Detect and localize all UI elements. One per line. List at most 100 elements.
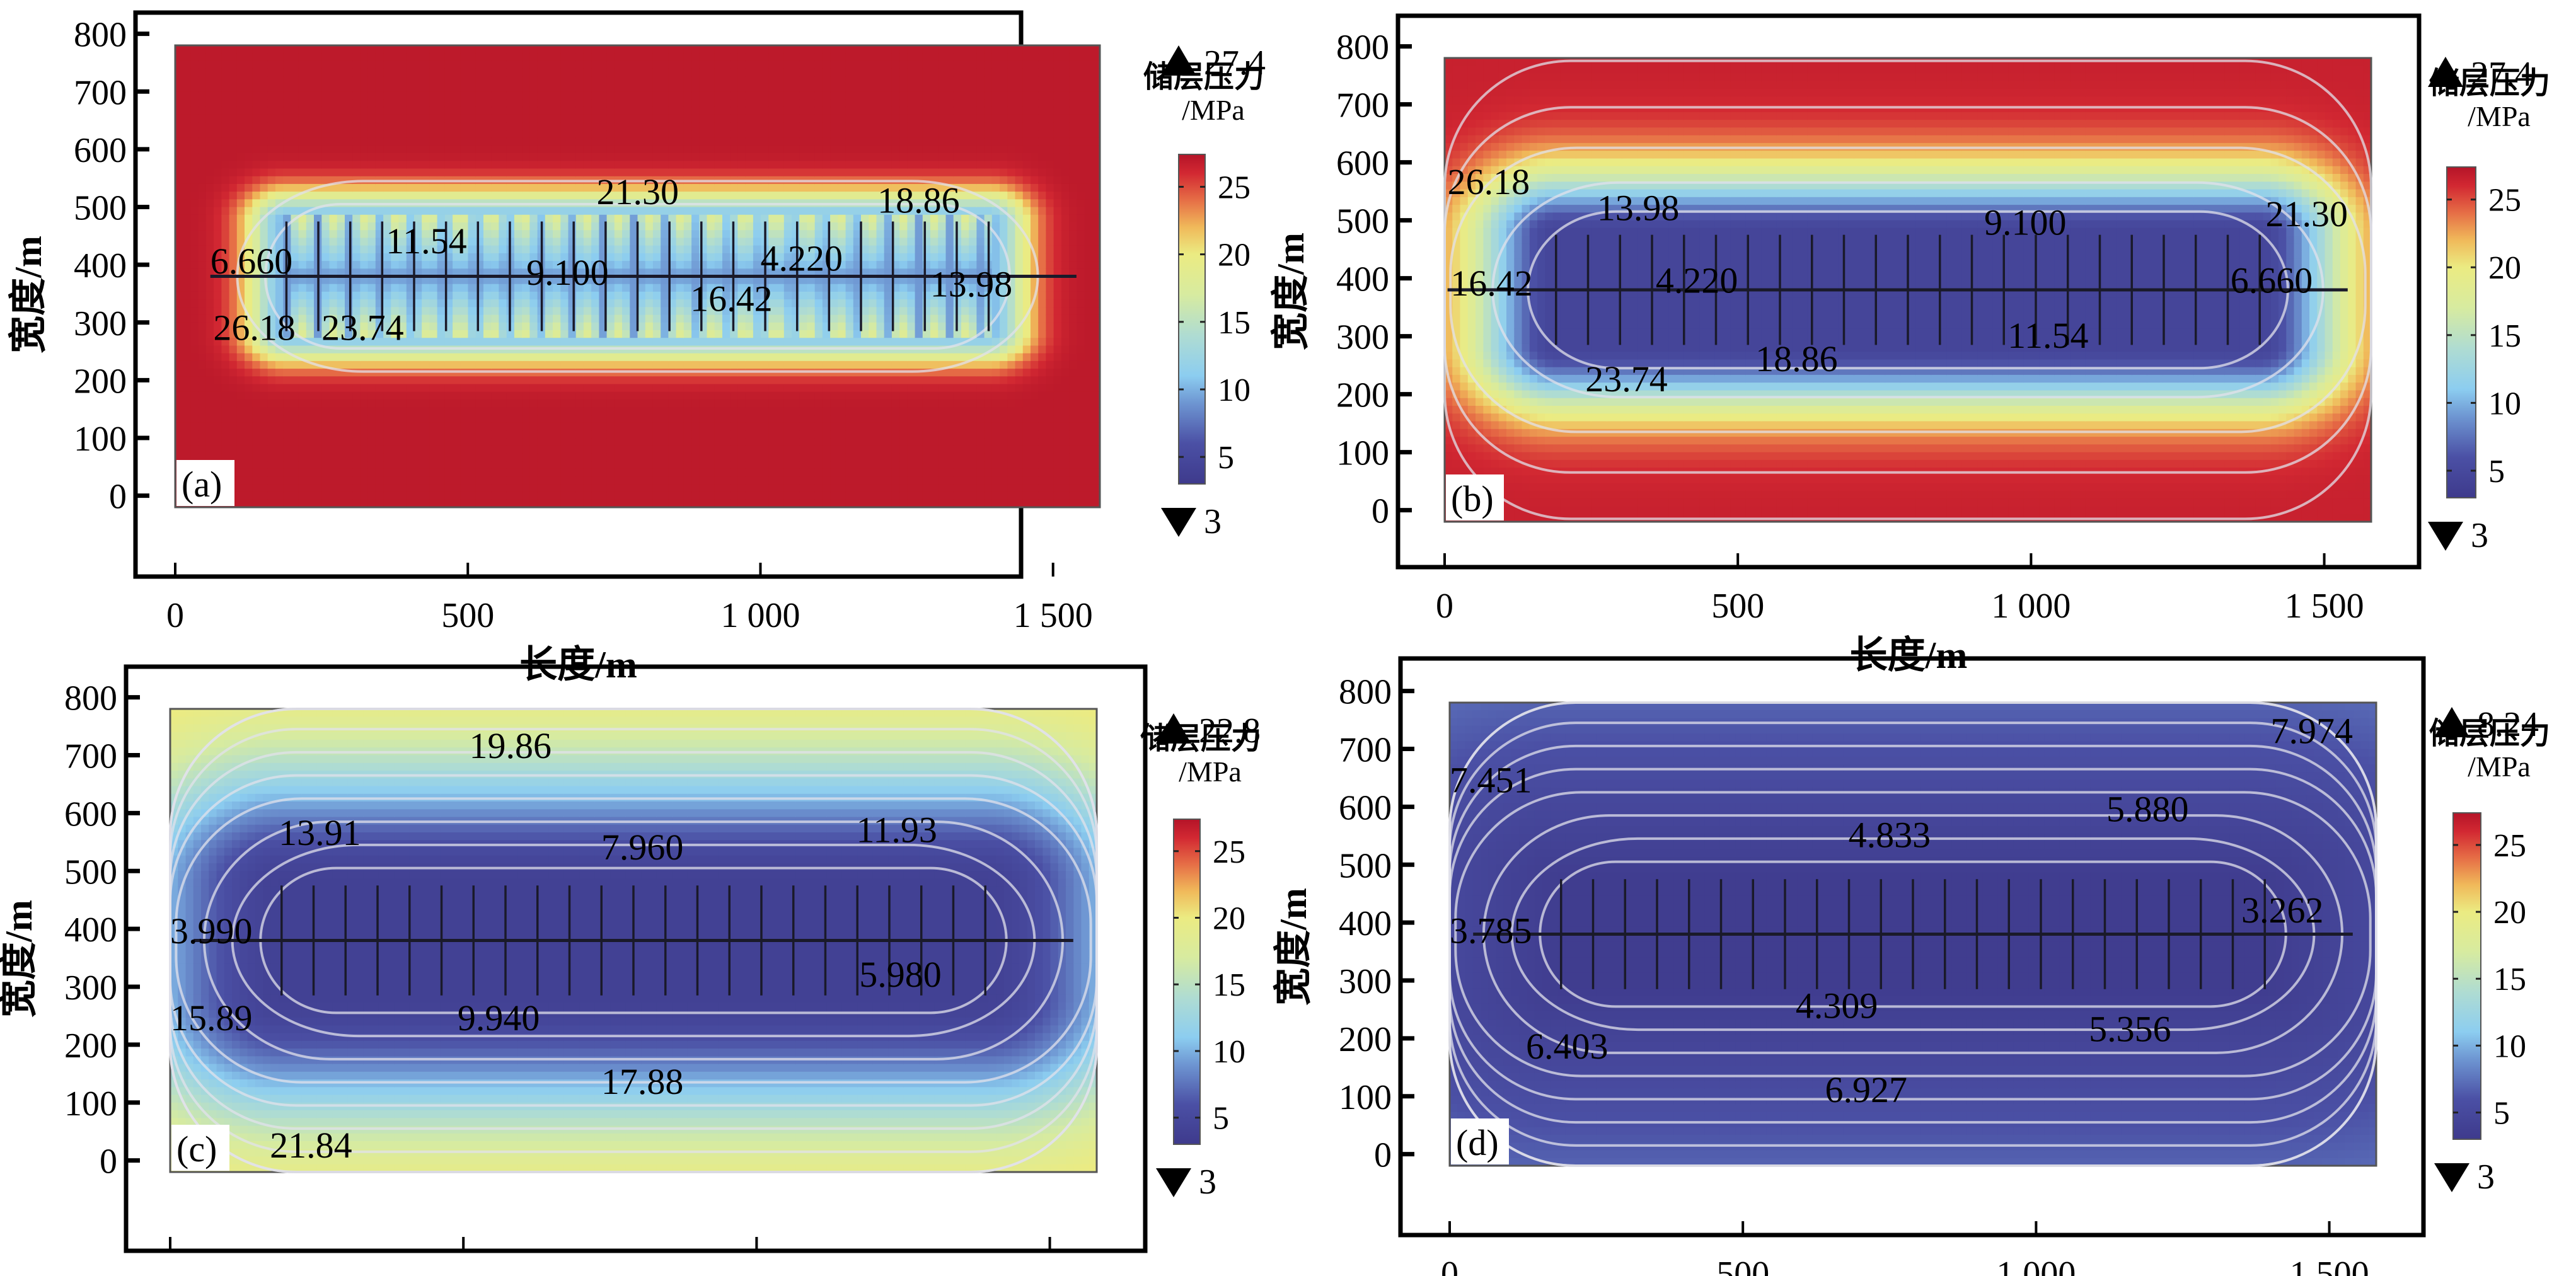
heatmap-cell [799, 315, 807, 323]
heatmap-cell [630, 122, 638, 130]
heatmap-cell [645, 138, 654, 146]
heatmap-cell [407, 45, 415, 54]
heatmap-cell [214, 445, 222, 454]
heatmap-cell [175, 369, 183, 377]
heatmap-cell [676, 492, 684, 500]
heatmap-cell [468, 161, 477, 169]
heatmap-cell [314, 115, 322, 123]
heatmap-cell [283, 361, 291, 369]
heatmap-cell [483, 253, 492, 262]
heatmap-cell [507, 445, 515, 454]
heatmap-cell [283, 369, 291, 377]
heatmap-cell [206, 153, 214, 161]
heatmap-cell [483, 445, 492, 454]
heatmap-cell [553, 91, 561, 100]
heatmap-cell [345, 461, 353, 469]
heatmap-cell [299, 407, 307, 415]
heatmap-cell [391, 423, 399, 431]
heatmap-cell [268, 423, 276, 431]
heatmap-cell [607, 423, 615, 431]
heatmap-cell [214, 407, 222, 415]
heatmap-cell [453, 399, 461, 408]
heatmap-cell [553, 107, 561, 115]
heatmap-cell [591, 423, 599, 431]
heatmap-cell [453, 315, 461, 323]
heatmap-cell [376, 122, 384, 130]
heatmap-cell [476, 76, 484, 84]
heatmap-cell [538, 454, 546, 462]
heatmap-cell [777, 192, 785, 200]
heatmap-cell [330, 430, 338, 439]
heatmap-cell [491, 76, 499, 84]
heatmap-cell [337, 261, 345, 269]
heatmap-cell [383, 430, 391, 439]
heatmap-cell [260, 69, 269, 77]
heatmap-cell [268, 60, 276, 69]
heatmap-cell [414, 323, 422, 331]
heatmap-cell [707, 222, 715, 231]
heatmap-cell [483, 91, 492, 100]
heatmap-cell [499, 230, 507, 238]
heatmap-cell [691, 184, 700, 192]
heatmap-cell [199, 399, 207, 408]
heatmap-cell [214, 430, 222, 439]
heatmap-cell [529, 169, 538, 177]
heatmap-cell [252, 361, 260, 369]
heatmap-cell [799, 484, 807, 492]
heatmap-cell [615, 84, 623, 92]
heatmap-cell [645, 222, 654, 231]
heatmap-cell [768, 215, 777, 223]
heatmap-cell [691, 153, 700, 161]
heatmap-cell [437, 53, 446, 61]
heatmap-cell [221, 91, 229, 100]
heatmap-cell [638, 284, 646, 292]
heatmap-cell [214, 415, 222, 423]
heatmap-cell [199, 207, 207, 216]
heatmap-cell [784, 115, 792, 123]
heatmap-cell [599, 476, 607, 485]
heatmap-cell [352, 430, 361, 439]
heatmap-cell [221, 284, 229, 292]
heatmap-cell [746, 445, 754, 454]
heatmap-cell [422, 315, 430, 323]
heatmap-cell [175, 415, 183, 423]
heatmap-cell [638, 161, 646, 169]
heatmap-cell [483, 184, 492, 192]
heatmap-cell [306, 115, 315, 123]
heatmap-cell [260, 222, 269, 231]
heatmap-cell [668, 45, 676, 54]
heatmap-cell [753, 423, 761, 431]
heatmap-cell [807, 60, 815, 69]
heatmap-cell [645, 246, 654, 254]
heatmap-cell [784, 184, 792, 192]
heatmap-cell [684, 169, 692, 177]
heatmap-cell [214, 215, 222, 223]
heatmap-cell [476, 353, 484, 362]
heatmap-cell [445, 130, 453, 138]
heatmap-cell [569, 384, 577, 393]
heatmap-cell [422, 353, 430, 362]
heatmap-cell [668, 115, 676, 123]
heatmap-cell [622, 230, 630, 238]
heatmap-cell [260, 138, 269, 146]
heatmap-cell [799, 84, 807, 92]
heatmap-cell [460, 407, 468, 415]
heatmap-cell [761, 330, 769, 338]
heatmap-cell [245, 91, 253, 100]
heatmap-cell [746, 399, 754, 408]
heatmap-cell [545, 338, 553, 346]
heatmap-cell [591, 445, 599, 454]
heatmap-cell [746, 230, 754, 238]
heatmap-cell [306, 161, 315, 169]
heatmap-cell [569, 307, 577, 315]
heatmap-cell [622, 461, 630, 469]
heatmap-cell [445, 399, 453, 408]
heatmap-cell [221, 84, 229, 92]
heatmap-cell [260, 415, 269, 423]
heatmap-cell [815, 53, 823, 61]
heatmap-cell [684, 469, 692, 477]
heatmap-cell [661, 492, 669, 500]
heatmap-cell [237, 445, 245, 454]
heatmap-cell [352, 215, 361, 223]
heatmap-cell [684, 384, 692, 393]
